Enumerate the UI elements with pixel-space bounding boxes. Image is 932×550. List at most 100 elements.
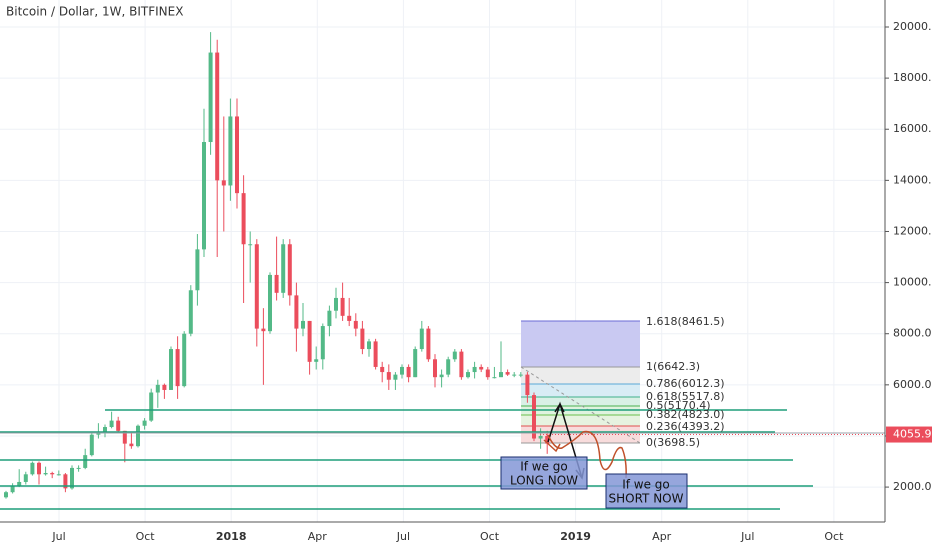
last-price-box [886,426,932,443]
candle-body [340,297,345,316]
candle-body [195,249,200,291]
candle-body [254,244,259,329]
candle-body [122,430,127,444]
candle-body [4,492,8,498]
candle-body [393,374,398,380]
candle-body [116,420,121,431]
candle-body [433,359,437,378]
x-tick-label: 2018 [216,530,247,543]
candle-body [96,433,101,435]
chart-title: Bitcoin / Dollar, 1W, BITFINEX [6,5,183,19]
candle-body [545,435,550,444]
candle-body [327,310,332,327]
candle-body [136,425,140,447]
candle-body [162,384,167,390]
candle-body [23,474,28,482]
fib-band [521,321,640,367]
grid [0,0,885,522]
candle-body [466,372,470,378]
candle-body [129,443,134,447]
candle-body [479,366,484,370]
fib-labels: 1.618(8461.5) 1(6642.3) 0.786(6012.3) 0.… [646,315,725,449]
x-tick-label: Oct [136,530,156,543]
candle-body [221,180,226,186]
candle-body [353,320,358,329]
candle-body [281,244,286,293]
x-tick-label: Apr [652,530,672,543]
candle-body [307,320,312,362]
candle-body [274,274,279,293]
candle-body [37,462,41,475]
candle-body [532,395,536,439]
annotation-text: LONG NOW [510,474,578,488]
candle-body [426,328,431,360]
candle-body [149,392,154,421]
candle-body [360,328,365,350]
candle-body [155,384,160,393]
candle-body [380,366,385,373]
fib-label: 0.786(6012.3) [646,377,725,390]
candle-body [50,473,55,475]
candle-body [518,374,523,376]
x-tick-label: Apr [308,530,328,543]
y-tick-label: 16000.0 [893,122,932,135]
y-tick-label: 8000.0 [893,327,932,340]
candle-body [10,485,15,493]
candle-body [419,328,424,350]
candle-body [347,315,352,321]
fib-band [521,415,640,426]
y-tick-label: 10000.0 [893,276,932,289]
support-lines [0,409,813,510]
candle-body [215,52,220,181]
candle-body [76,467,81,469]
fib-label: 0.618(5517.8) [646,390,725,403]
candle-body [406,366,411,378]
candle-body [56,474,61,476]
y-tick-label: 12000.0 [893,224,932,237]
candle-body [413,349,418,378]
fib-label: 0(3698.5) [646,436,700,449]
y-tick-label: 18000.0 [893,71,932,84]
candle-body [63,474,68,489]
candle-body [89,434,94,456]
fib-label: 0.5(5170.4) [646,399,711,412]
candle-body [525,374,530,396]
candle-body [103,427,107,434]
y-tick-label: 6000.0 [893,378,932,391]
candle-body [505,372,510,375]
candle-body [314,359,319,362]
x-tick-label: Jul [740,530,754,543]
fib-band [521,397,640,406]
candle-body [320,326,325,360]
candle-body [301,320,305,329]
candle-body [169,349,173,390]
candle-body [30,462,35,475]
x-tick-label: Jul [51,530,65,543]
candle-body [472,366,477,373]
candle-body [459,351,464,378]
candle-body [334,297,338,311]
annotation-box: If we go SHORT NOW [605,473,688,509]
fib-label: 0.382(4823.0) [646,408,725,421]
candle-body [241,193,246,245]
annotation-box: If we go LONG NOW [500,456,588,490]
candle-body [499,372,503,378]
candle-body [17,481,22,486]
candle-body [188,290,193,334]
annotation-rect [500,456,588,490]
y-tick-label: 20000.0 [893,20,932,33]
candle-body [175,349,180,387]
candle-body [43,473,48,475]
candle-body [235,116,239,194]
candle-body [109,420,114,428]
fib-band [521,384,640,397]
fib-label: 1.618(8461.5) [646,315,725,328]
candles [4,32,550,499]
annotation-rect [605,473,688,509]
x-tick-label: Jul [396,530,410,543]
annotation-text: If we go [520,460,568,474]
fib-label: 1(6642.3) [646,360,700,373]
candle-body [248,244,253,246]
